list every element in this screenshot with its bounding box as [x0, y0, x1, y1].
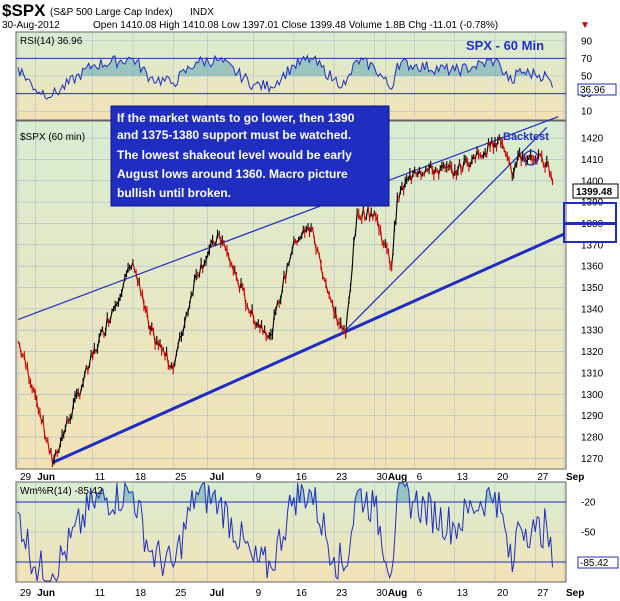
x-tick-label: 11 — [95, 588, 106, 599]
annotation-line-2: and 1375-1380 support must be watched. — [117, 128, 351, 142]
price-tick-label: 1410 — [581, 155, 604, 166]
price-tick-label: 1300 — [581, 390, 604, 401]
price-tick-label: 1360 — [581, 262, 604, 273]
price-tick-label: 1340 — [581, 304, 604, 315]
rsi-axis: 9070503010 — [581, 36, 593, 117]
x-tick-label: 13 — [457, 472, 469, 483]
rsi-value-tag: 36.96 — [580, 85, 605, 96]
x-tick-label: 13 — [457, 588, 469, 599]
price-panel: $SPX (60 min) SPX - 60 Min Backtest 1420… — [15, 38, 619, 470]
annotation-box — [110, 105, 390, 207]
x-tick-label: Aug — [388, 472, 407, 483]
trendline-upper-channel — [17, 116, 559, 321]
x-tick-label: Sep — [566, 588, 584, 599]
price-tag-box — [572, 183, 619, 199]
price-tick-label: 1270 — [581, 454, 604, 465]
x-tick-label: Jul — [210, 472, 225, 483]
wr-value-box — [577, 556, 619, 569]
x-tick-label: 18 — [135, 472, 147, 483]
x-tick-label: 25 — [175, 588, 187, 599]
x-axis: 29 Jun 11 18 25 Jul 9 16 23 30 Aug 6 13 20 27 Sep — [20, 472, 584, 483]
trendlines — [17, 116, 565, 464]
x-tick-label: 30 — [376, 472, 388, 483]
price-label: $SPX (60 min) — [20, 132, 85, 143]
price-tick-label: 1290 — [581, 411, 604, 422]
x-tick-label: 30 — [376, 588, 388, 599]
trendline-rising-support — [345, 126, 548, 331]
x-tick-label: 6 — [417, 472, 423, 483]
annotation-line-4: August lows around 1360. Macro picture — [117, 167, 348, 181]
rsi-tick-label: 10 — [581, 107, 593, 118]
wr-tick-label: -50 — [581, 528, 596, 539]
chart-header: $SPX (S&P 500 Large Cap Index) INDX 30-A… — [2, 1, 590, 31]
timeframe-tag: SPX - 60 Min — [466, 38, 544, 53]
change-down-icon: ▼ — [580, 20, 590, 31]
rsi-value-box — [577, 83, 617, 96]
support-box-1380 — [563, 223, 617, 243]
price-tick-label: 1310 — [581, 368, 604, 379]
price-bars-down — [17, 136, 554, 467]
x-tick-label: 27 — [537, 472, 549, 483]
x-tick-label: 23 — [336, 472, 348, 483]
rsi-tick-label: 70 — [581, 54, 593, 65]
wr-line — [17, 481, 553, 583]
x-tick-label: Jul — [210, 588, 225, 599]
exchange-code: INDX — [190, 7, 214, 18]
quote-row: Open 1410.08 High 1410.08 Low 1397.01 Cl… — [93, 20, 498, 31]
rsi-tick-label: 50 — [581, 72, 593, 83]
x-tick-label: 16 — [296, 588, 308, 599]
wr-tick-label: -20 — [581, 498, 596, 509]
wr-panel: -20-50-80 Wm%R(14) -85.42 -85.42 — [15, 481, 619, 583]
annotation-line-1: If the market wants to go lower, then 13… — [117, 111, 355, 125]
wr-label: Wm%R(14) -85.42 — [20, 486, 103, 497]
x-tick-label: Sep — [566, 472, 584, 483]
price-tick-label: 1320 — [581, 347, 604, 358]
x-axis-bottom: 29 Jun 11 18 25 Jul 9 16 23 30 Aug 6 13 20 27 Sep — [20, 588, 584, 599]
rsi-panel: 9070503010 RSI(14) 36.96 36.96 — [15, 31, 617, 121]
x-tick-label: 27 — [537, 588, 549, 599]
price-tick-label: 1420 — [581, 134, 604, 145]
annotation-line-5: bullish until broken. — [117, 186, 231, 200]
x-tick-label: 23 — [336, 588, 348, 599]
x-tick-label: Jun — [37, 588, 55, 599]
trendline-support — [51, 232, 565, 464]
x-tick-label: 9 — [256, 472, 262, 483]
x-tick-label: 20 — [497, 588, 509, 599]
price-tick-label: 1280 — [581, 432, 604, 443]
annotation-line-3: The lowest shakeout level would be early — [117, 148, 352, 162]
price-tag: 1399.48 — [576, 187, 613, 198]
x-tick-label: 16 — [296, 472, 308, 483]
x-tick-label: 29 — [20, 472, 32, 483]
symbol-title: $SPX — [2, 1, 46, 20]
rsi-line — [17, 54, 553, 100]
x-tick-label: 18 — [135, 588, 147, 599]
x-tick-label: 25 — [175, 472, 187, 483]
wr-value-tag: -85.42 — [580, 558, 609, 569]
price-tick-label: 1400 — [581, 176, 604, 187]
wr-overbought-fill — [18, 483, 553, 502]
price-tick-label: 1350 — [581, 283, 604, 294]
x-tick-label: Aug — [388, 588, 407, 599]
price-tick-label: 1330 — [581, 326, 604, 337]
x-tick-label: 20 — [497, 472, 509, 483]
index-name: (S&P 500 Large Cap Index) — [50, 7, 173, 18]
x-tick-label: 11 — [95, 472, 106, 483]
backtest-label: Backtest — [503, 131, 549, 143]
rsi-tick-label: 90 — [581, 36, 593, 47]
price-axis: 1420141014001390138013701360135013401330… — [581, 134, 604, 465]
price-tick-label: 1370 — [581, 240, 604, 251]
x-tick-label: 9 — [256, 588, 262, 599]
x-tick-label: 29 — [20, 588, 32, 599]
rsi-label: RSI(14) 36.96 — [20, 36, 83, 47]
x-tick-label: Jun — [37, 472, 55, 483]
quote-date: 30-Aug-2012 — [2, 20, 60, 31]
backtest-circle — [523, 150, 539, 166]
x-tick-label: 6 — [417, 588, 423, 599]
